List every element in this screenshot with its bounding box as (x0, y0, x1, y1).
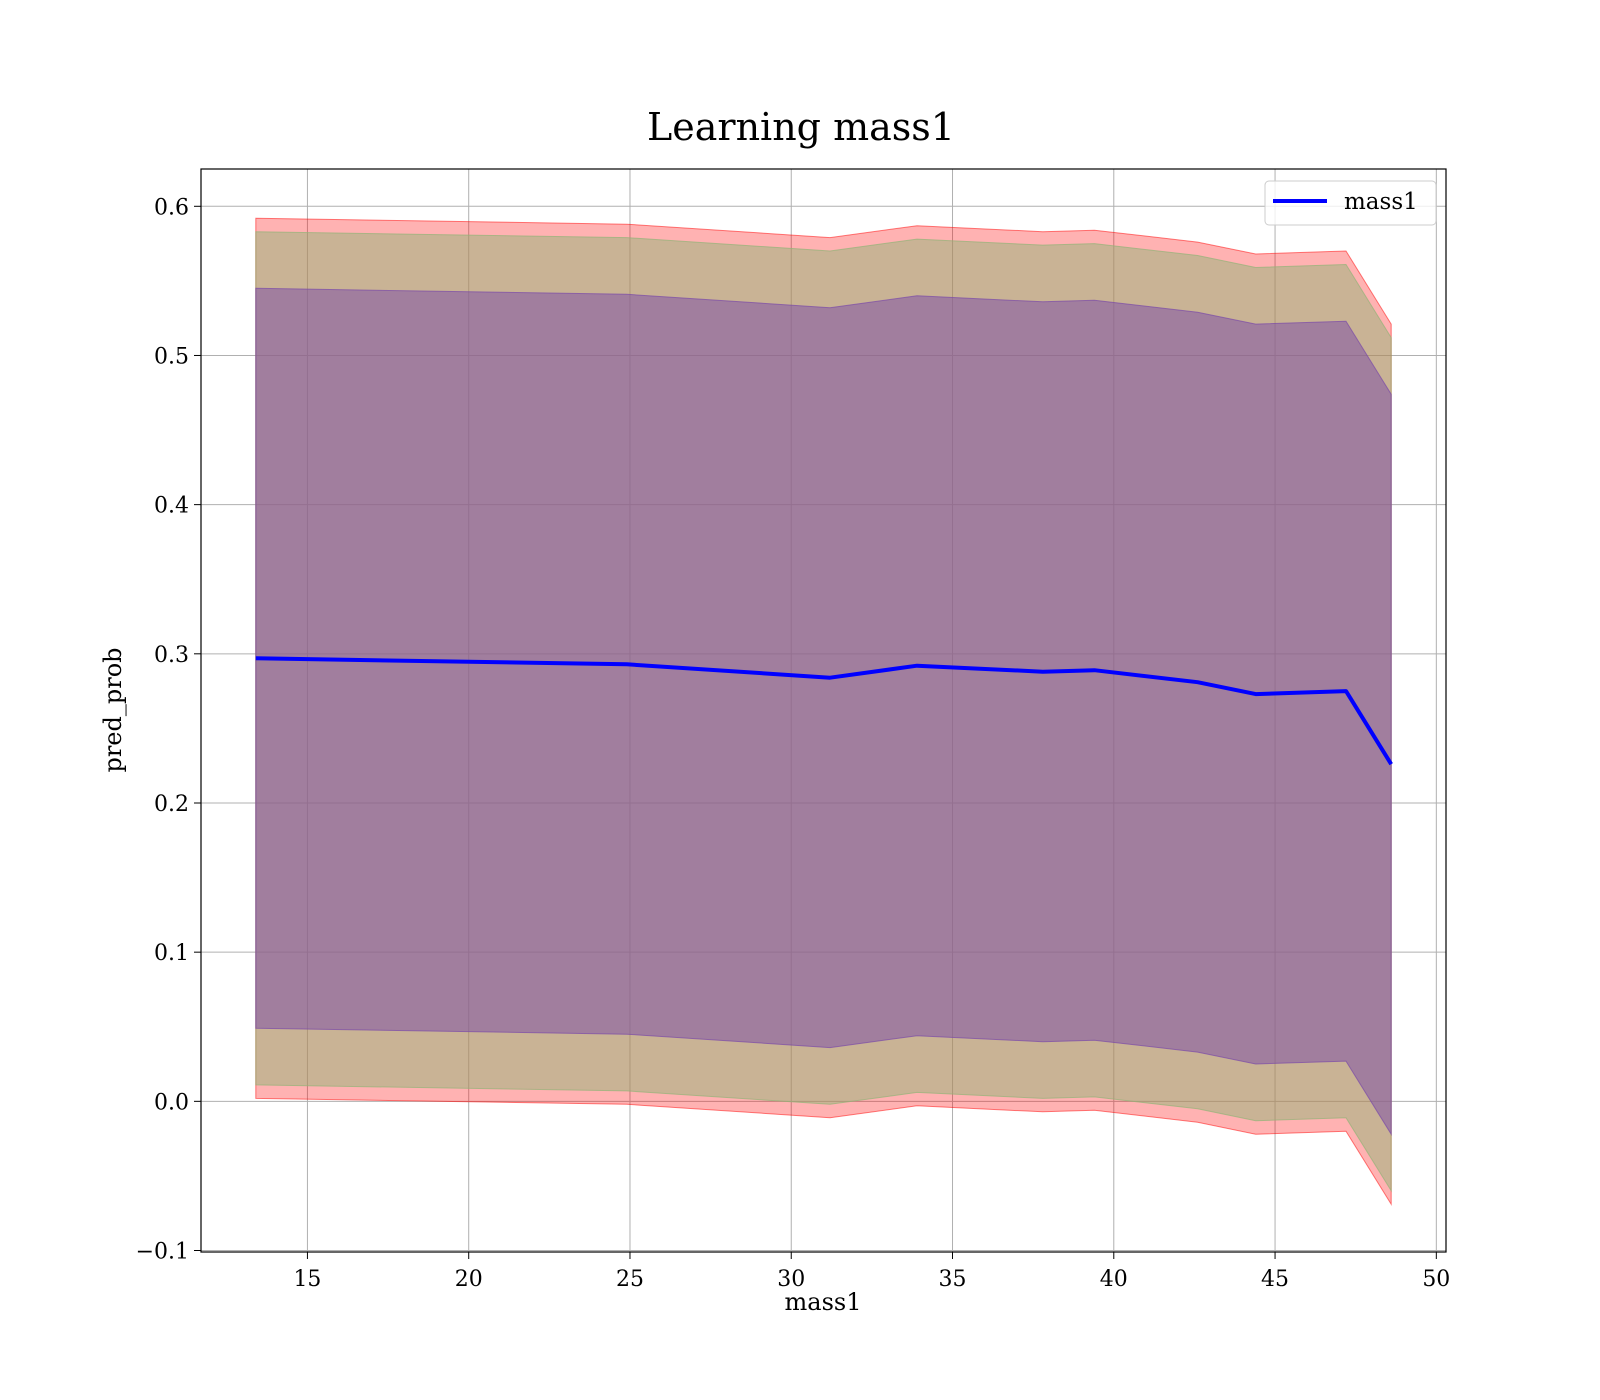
x-tick-label: 30 (777, 1267, 805, 1292)
series-lines (255, 656, 1393, 766)
x-tick-label: 35 (939, 1267, 967, 1292)
y-tick-label: 0.6 (154, 195, 189, 220)
chart-title: Learning mass1 (647, 105, 955, 149)
y-tick-label: 0.2 (154, 792, 189, 817)
y-axis-ticks: −0.1 0.0 0.1 0.2 0.3 0.4 0.5 0.6 (136, 195, 201, 1265)
uncertainty-band-3 (255, 287, 1392, 1136)
plot-frame (200, 168, 1447, 1253)
y-tick-label: −0.1 (136, 1240, 189, 1265)
legend: mass1 (1264, 180, 1437, 226)
y-tick-label: 0.5 (154, 344, 189, 369)
x-tick-label: 50 (1422, 1267, 1450, 1292)
y-tick-label: 0.0 (154, 1090, 189, 1115)
x-tick-label: 45 (1261, 1267, 1289, 1292)
x-tick-label: 25 (616, 1267, 644, 1292)
series-line-mass1 (255, 656, 1393, 766)
legend-box (1264, 180, 1437, 226)
y-tick-label: 0.3 (154, 643, 189, 668)
x-tick-label: 40 (1100, 1267, 1128, 1292)
x-axis-ticks: 15 20 25 30 35 40 45 50 (293, 1252, 1450, 1292)
legend-label: mass1 (1344, 189, 1418, 215)
y-tick-label: 0.1 (154, 941, 189, 966)
y-tick-label: 0.4 (154, 494, 189, 519)
y-axis-label: pred_prob (99, 647, 127, 772)
x-tick-label: 15 (293, 1267, 321, 1292)
x-axis-label: mass1 (785, 1288, 862, 1316)
x-tick-label: 20 (455, 1267, 483, 1292)
uncertainty-bands (255, 217, 1392, 1207)
